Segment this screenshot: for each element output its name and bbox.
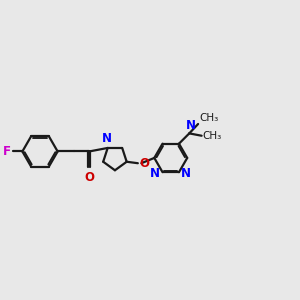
Text: CH₃: CH₃ <box>199 113 218 123</box>
Text: F: F <box>3 145 10 158</box>
Text: N: N <box>150 167 160 180</box>
Text: N: N <box>185 119 195 132</box>
Text: N: N <box>181 167 191 180</box>
Text: O: O <box>140 157 150 170</box>
Text: N: N <box>102 132 112 145</box>
Text: O: O <box>84 171 94 184</box>
Text: CH₃: CH₃ <box>202 131 222 141</box>
